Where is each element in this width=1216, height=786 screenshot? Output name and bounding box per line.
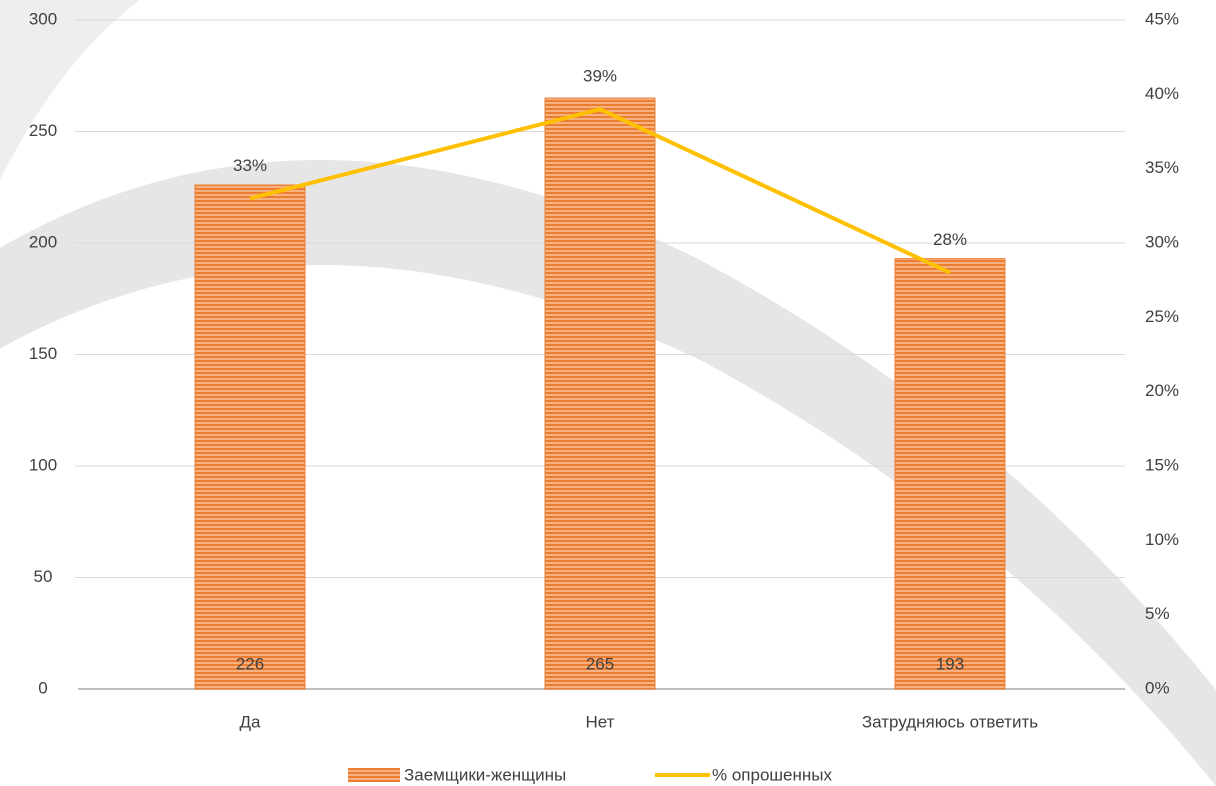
y2-tick-label: 15% (1145, 455, 1179, 474)
bar (894, 258, 1006, 690)
y2-tick-label: 5% (1145, 604, 1170, 623)
y2-tick-label: 25% (1145, 307, 1179, 326)
bar-value-label: 193 (936, 654, 964, 673)
y2-tick-label: 45% (1145, 9, 1179, 28)
background-corner (0, 0, 140, 180)
y2-tick-label: 40% (1145, 84, 1179, 103)
line-value-label: 33% (233, 156, 267, 175)
y2-tick-label: 30% (1145, 232, 1179, 251)
y-tick-label: 250 (29, 121, 57, 140)
y2-tick-label: 10% (1145, 530, 1179, 549)
bar (194, 184, 306, 690)
y-tick-label: 0 (38, 678, 47, 697)
y-tick-label: 200 (29, 232, 57, 251)
line-value-label: 39% (583, 67, 617, 86)
y-tick-label: 150 (29, 344, 57, 363)
bar-value-label: 226 (236, 654, 264, 673)
bar (544, 97, 656, 690)
legend-swatch (348, 768, 400, 782)
line (249, 107, 951, 275)
y2-tick-label: 20% (1145, 381, 1179, 400)
y-tick-label: 100 (29, 455, 57, 474)
y-tick-label: 50 (34, 567, 53, 586)
x-tick-label: Затрудняюсь ответить (862, 712, 1038, 731)
y2-tick-label: 35% (1145, 158, 1179, 177)
y2-tick-label: 0% (1145, 678, 1170, 697)
bar-value-label: 265 (586, 654, 614, 673)
line-value-label: 28% (933, 230, 967, 249)
x-tick-label: Нет (586, 712, 615, 731)
legend-label: Заемщики-женщины (404, 765, 566, 784)
y-tick-label: 300 (29, 9, 57, 28)
legend-label: % опрошенных (712, 765, 832, 784)
x-tick-label: Да (240, 712, 262, 731)
